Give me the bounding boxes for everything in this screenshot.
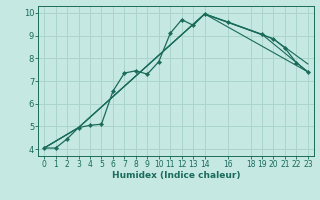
X-axis label: Humidex (Indice chaleur): Humidex (Indice chaleur) <box>112 171 240 180</box>
